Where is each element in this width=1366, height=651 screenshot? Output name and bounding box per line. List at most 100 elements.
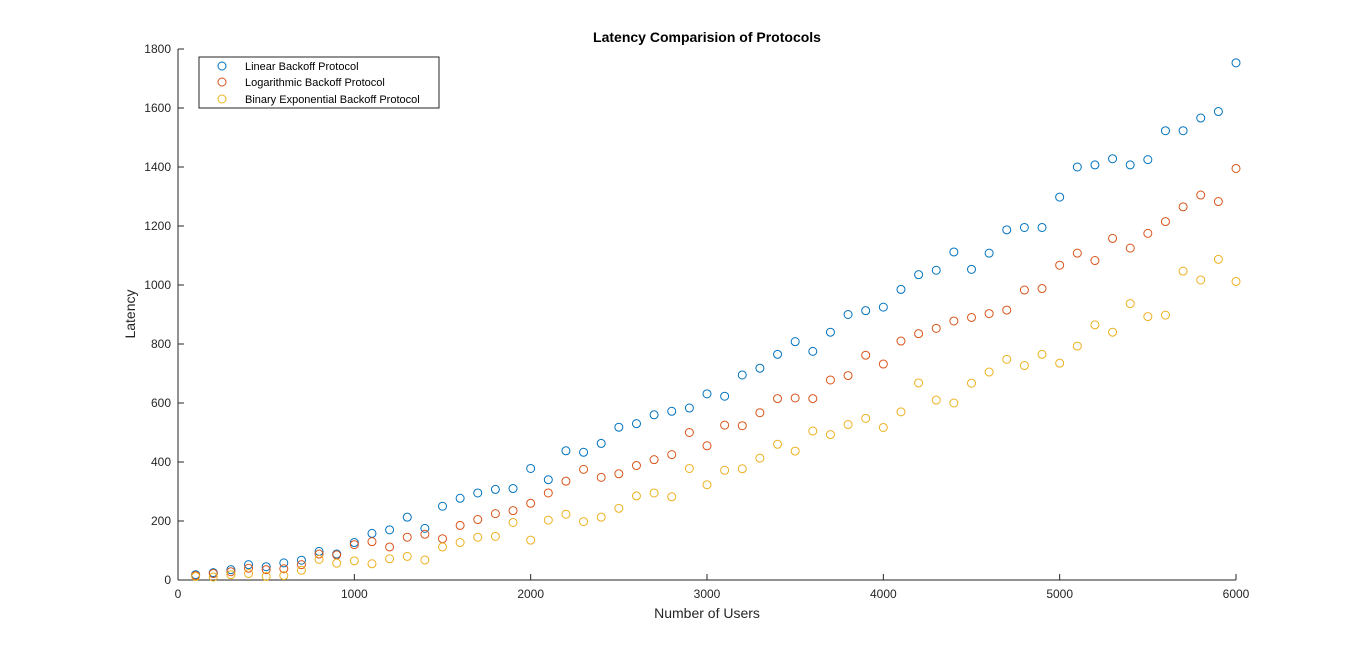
- data-point-logarithmic: [984, 309, 994, 319]
- data-point-binary-exponential: [1213, 254, 1223, 264]
- data-point-binary-exponential: [1196, 275, 1206, 285]
- data-point-binary-exponential: [878, 422, 888, 432]
- data-point-binary-exponential: [526, 535, 536, 545]
- data-point-binary-exponential: [385, 554, 395, 564]
- data-point-logarithmic: [684, 428, 694, 437]
- data-point-logarithmic: [508, 506, 518, 516]
- data-point-linear: [1108, 154, 1118, 164]
- data-point-linear: [1125, 160, 1135, 170]
- y-tick-label: 1600: [144, 101, 171, 115]
- x-tick-label: 5000: [1046, 587, 1073, 601]
- data-point-logarithmic: [349, 540, 359, 550]
- y-tick-label: 1200: [144, 219, 171, 233]
- data-point-linear: [1055, 192, 1065, 202]
- data-point-binary-exponential: [631, 491, 641, 501]
- data-point-linear: [861, 306, 871, 316]
- x-tick-label: 6000: [1223, 587, 1250, 601]
- data-point-binary-exponential: [226, 570, 236, 580]
- data-point-linear: [755, 363, 765, 373]
- data-point-binary-exponential: [561, 509, 571, 519]
- legend: Linear Backoff Protocol Logarithmic Back…: [198, 56, 440, 109]
- data-point-logarithmic: [244, 563, 254, 573]
- data-point-binary-exponential: [244, 569, 254, 579]
- data-point-binary-exponential: [755, 453, 765, 463]
- data-point-linear: [1178, 126, 1188, 136]
- data-point-binary-exponential: [684, 463, 694, 473]
- x-tick-label: 3000: [694, 587, 721, 601]
- data-point-logarithmic: [1037, 284, 1047, 294]
- data-point-linear: [649, 410, 659, 420]
- data-point-linear: [579, 447, 589, 457]
- data-point-logarithmic: [455, 520, 465, 530]
- data-point-linear: [984, 248, 994, 258]
- data-point-linear: [1072, 162, 1082, 172]
- data-point-linear: [737, 370, 747, 380]
- data-point-binary-exponential: [1037, 349, 1047, 359]
- x-tick-label: 4000: [870, 587, 897, 601]
- data-point-logarithmic: [1196, 190, 1206, 200]
- data-point-logarithmic: [1125, 243, 1135, 253]
- data-point-linear: [261, 562, 271, 572]
- data-point-linear: [226, 565, 236, 575]
- data-point-binary-exponential: [1002, 354, 1012, 364]
- data-points: [191, 58, 1241, 582]
- data-point-binary-exponential: [367, 559, 377, 569]
- series-binary-exponential: [191, 254, 1241, 582]
- data-point-binary-exponential: [843, 420, 853, 430]
- data-point-binary-exponential: [949, 398, 959, 408]
- data-point-logarithmic: [526, 498, 536, 508]
- data-point-linear: [473, 488, 483, 498]
- data-point-binary-exponential: [667, 492, 677, 502]
- data-point-linear: [825, 327, 835, 337]
- x-tick-label: 2000: [517, 587, 544, 601]
- data-point-logarithmic: [1231, 163, 1241, 173]
- data-point-linear: [914, 270, 924, 280]
- data-point-logarithmic: [737, 421, 747, 431]
- data-point-logarithmic: [967, 312, 976, 322]
- data-point-linear: [508, 484, 518, 494]
- data-point-logarithmic: [314, 549, 324, 559]
- data-point-binary-exponential: [896, 407, 906, 417]
- data-point-logarithmic: [596, 472, 606, 482]
- data-point-binary-exponential: [1143, 312, 1153, 322]
- data-point-binary-exponential: [1072, 341, 1082, 351]
- data-point-binary-exponential: [1108, 327, 1118, 337]
- y-tick-label: 1400: [144, 160, 171, 174]
- data-point-logarithmic: [931, 323, 941, 333]
- data-point-linear: [790, 337, 800, 347]
- data-point-binary-exponential: [438, 542, 447, 552]
- data-point-binary-exponential: [1160, 310, 1170, 320]
- data-point-logarithmic: [702, 441, 712, 451]
- data-point-binary-exponential: [579, 517, 589, 527]
- legend-box: [198, 56, 440, 109]
- data-point-binary-exponential: [1231, 276, 1241, 286]
- data-point-logarithmic: [1019, 285, 1029, 295]
- data-point-binary-exponential: [649, 488, 659, 498]
- data-point-binary-exponential: [1055, 358, 1065, 368]
- data-point-linear: [438, 501, 447, 511]
- data-point-binary-exponential: [191, 571, 201, 581]
- data-point-binary-exponential: [420, 555, 430, 565]
- data-point-logarithmic: [861, 350, 871, 360]
- data-point-binary-exponential: [737, 464, 747, 474]
- data-point-binary-exponential: [914, 378, 924, 388]
- data-point-binary-exponential: [473, 532, 483, 542]
- data-point-binary-exponential: [508, 517, 518, 527]
- data-point-binary-exponential: [773, 439, 783, 449]
- data-point-logarithmic: [1160, 217, 1170, 227]
- data-point-linear: [896, 284, 906, 294]
- data-point-linear: [631, 419, 641, 429]
- data-point-linear: [843, 310, 853, 319]
- y-axis-ticks: 0 200 400 600 800 1000 1200 1400 1600 1800: [144, 42, 184, 587]
- data-point-logarithmic: [1178, 202, 1188, 212]
- data-point-logarithmic: [1090, 256, 1100, 266]
- data-point-linear: [349, 538, 359, 548]
- data-point-linear: [543, 475, 553, 485]
- data-point-binary-exponential: [490, 531, 500, 541]
- data-point-binary-exponential: [614, 503, 624, 513]
- data-point-logarithmic: [949, 316, 959, 326]
- x-axis-ticks: 0 1000 2000 3000 4000 5000 6000: [175, 574, 1250, 601]
- y-tick-label: 1000: [144, 278, 171, 292]
- data-point-linear: [1090, 160, 1100, 170]
- data-point-binary-exponential: [1019, 361, 1029, 371]
